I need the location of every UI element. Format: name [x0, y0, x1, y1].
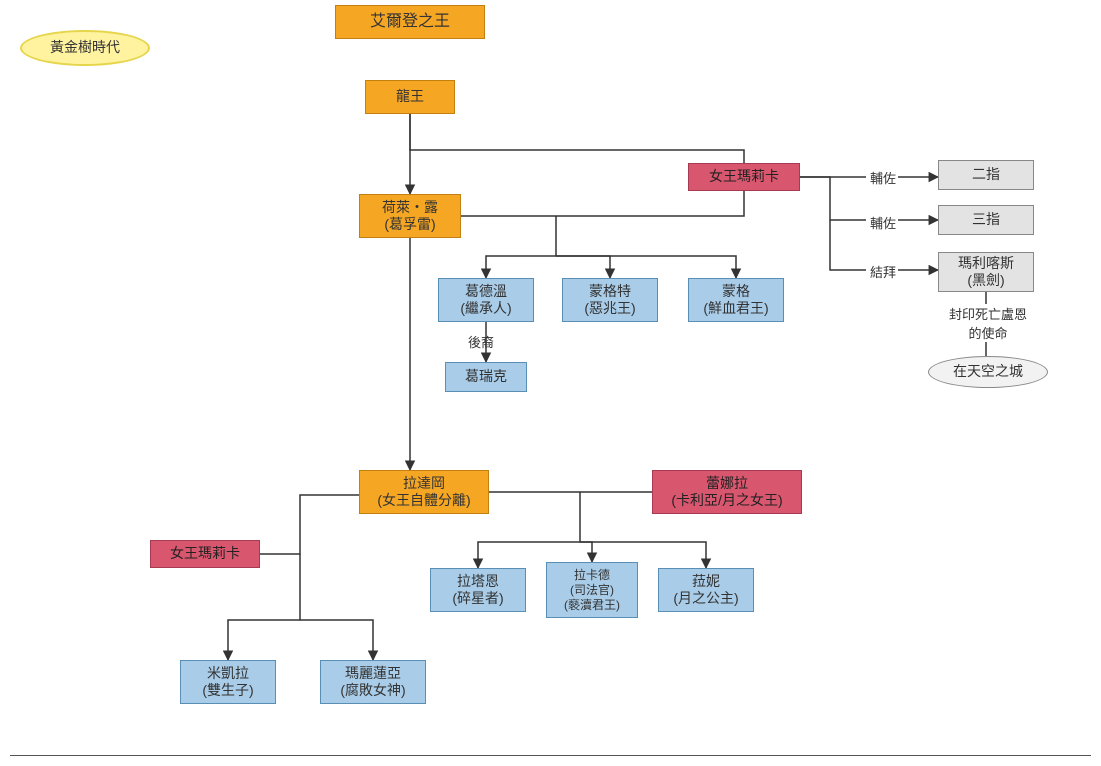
mohg-line1: 蒙格 — [722, 283, 750, 301]
malenia-line2: (腐敗女神) — [340, 682, 405, 700]
node-mohg: 蒙格 (鮮血君王) — [688, 278, 784, 322]
node-godwin: 葛德溫 (繼承人) — [438, 278, 534, 322]
node-dragon-king: 龍王 — [365, 80, 455, 114]
two-fingers-label: 二指 — [972, 166, 1000, 184]
node-title: 艾爾登之王 — [335, 5, 485, 39]
node-era: 黃金樹時代 — [20, 30, 150, 66]
node-godrick: 葛瑞克 — [445, 362, 527, 392]
era-label: 黃金樹時代 — [50, 39, 120, 57]
miquella-line1: 米凱拉 — [207, 665, 249, 683]
node-miquella: 米凱拉 (雙生子) — [180, 660, 276, 704]
ranni-line2: (月之公主) — [673, 590, 738, 608]
radagon-line1: 拉達岡 — [403, 475, 445, 493]
marika2-label: 女王瑪莉卡 — [170, 545, 240, 563]
rennala-line2: (卡利亞/月之女王) — [671, 492, 782, 510]
node-marika-2: 女王瑪莉卡 — [150, 540, 260, 568]
edge-label-assist1: 輔佐 — [870, 168, 896, 187]
title-label: 艾爾登之王 — [370, 12, 450, 32]
node-rennala: 蕾娜拉 (卡利亞/月之女王) — [652, 470, 802, 514]
edge-label-sworn: 結拜 — [870, 262, 896, 281]
maliketh-line2: (黑劍) — [967, 272, 1004, 290]
mohg-line2: (鮮血君王) — [703, 300, 768, 318]
godfrey-line2: (葛孚雷) — [384, 216, 435, 234]
radahn-line1: 拉塔恩 — [457, 573, 499, 591]
three-fingers-label: 三指 — [972, 211, 1000, 229]
diagram-canvas: 黃金樹時代 艾爾登之王 龍王 女王瑪莉卡 荷萊・露 (葛孚雷) 二指 三指 瑪利… — [0, 0, 1101, 766]
miquella-line2: (雙生子) — [202, 682, 253, 700]
radahn-line2: (碎星者) — [452, 590, 503, 608]
node-seal-fate: 封印死亡盧恩 的使命 — [930, 304, 1046, 342]
dragon-label: 龍王 — [396, 88, 424, 106]
rennala-line1: 蕾娜拉 — [706, 475, 748, 493]
morgott-line2: (惡兆王) — [584, 300, 635, 318]
edge-label-descendant: 後裔 — [468, 332, 494, 351]
node-two-fingers: 二指 — [938, 160, 1034, 190]
radagon-line2: (女王自體分離) — [377, 492, 470, 510]
godwin-line1: 葛德溫 — [465, 283, 507, 301]
rykard-line3: (褻瀆君王) — [564, 598, 620, 613]
node-maliketh: 瑪利喀斯 (黑劍) — [938, 252, 1034, 292]
node-rykard: 拉卡德 (司法官) (褻瀆君王) — [546, 562, 638, 618]
godfrey-line1: 荷萊・露 — [382, 199, 438, 217]
node-ranni: 菈妮 (月之公主) — [658, 568, 754, 612]
seal-fate-line1: 封印死亡盧恩 — [930, 304, 1046, 323]
morgott-line1: 蒙格特 — [589, 283, 631, 301]
sky-city-label: 在天空之城 — [953, 363, 1023, 381]
rykard-line2: (司法官) — [570, 583, 614, 598]
edge-layer — [0, 0, 1101, 766]
node-sky-city: 在天空之城 — [928, 356, 1048, 388]
marika1-label: 女王瑪莉卡 — [709, 168, 779, 186]
node-radagon: 拉達岡 (女王自體分離) — [359, 470, 489, 514]
node-marika-1: 女王瑪莉卡 — [688, 163, 800, 191]
seal-fate-line2: 的使命 — [930, 323, 1046, 342]
godrick-label: 葛瑞克 — [465, 368, 507, 386]
rykard-line1: 拉卡德 — [574, 568, 610, 583]
node-morgott: 蒙格特 (惡兆王) — [562, 278, 658, 322]
ranni-line1: 菈妮 — [692, 573, 720, 591]
malenia-line1: 瑪麗蓮亞 — [345, 665, 401, 683]
node-malenia: 瑪麗蓮亞 (腐敗女神) — [320, 660, 426, 704]
maliketh-line1: 瑪利喀斯 — [958, 255, 1014, 273]
node-three-fingers: 三指 — [938, 205, 1034, 235]
node-godfrey: 荷萊・露 (葛孚雷) — [359, 194, 461, 238]
node-radahn: 拉塔恩 (碎星者) — [430, 568, 526, 612]
edge-label-assist2: 輔佐 — [870, 213, 896, 232]
bottom-divider — [10, 755, 1091, 756]
godwin-line2: (繼承人) — [460, 300, 511, 318]
